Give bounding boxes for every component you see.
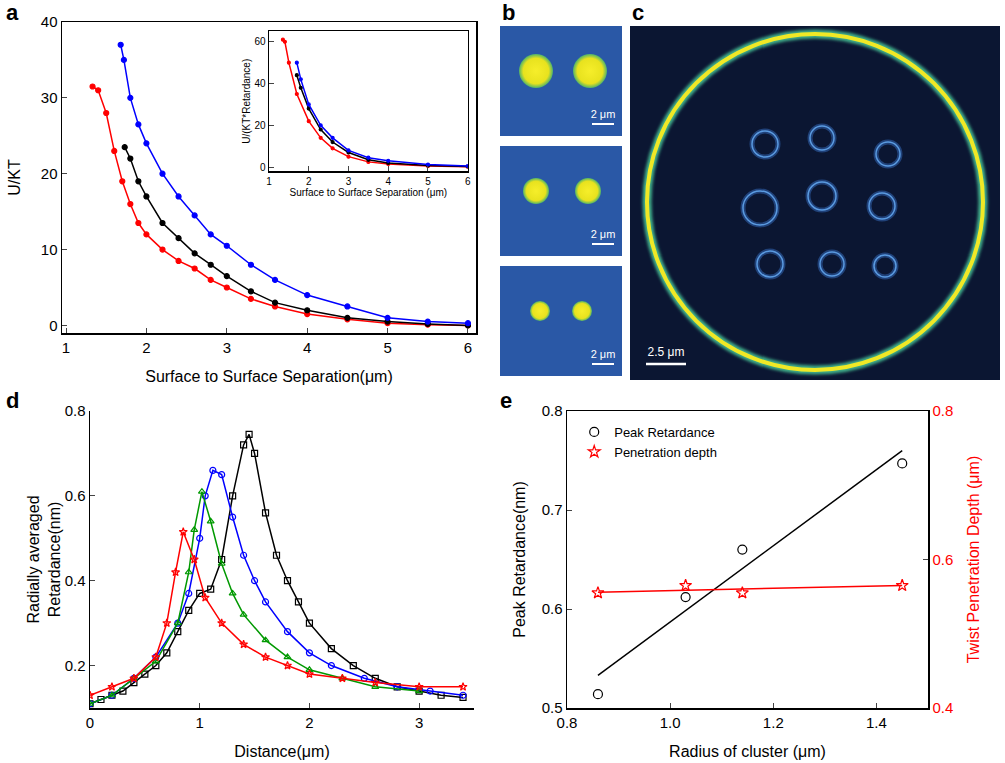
svg-text:0.6: 0.6 bbox=[65, 487, 86, 504]
svg-text:0.7: 0.7 bbox=[542, 501, 563, 518]
svg-text:0: 0 bbox=[49, 317, 57, 334]
svg-text:U/(KT*Retardance): U/(KT*Retardance) bbox=[241, 59, 252, 144]
html-text:b: b bbox=[502, 0, 516, 25]
svg-text:2: 2 bbox=[306, 176, 312, 187]
svg-text:2.5 μm: 2.5 μm bbox=[648, 345, 685, 359]
svg-text:1: 1 bbox=[62, 339, 70, 356]
svg-text:2 μm: 2 μm bbox=[591, 228, 616, 240]
svg-text:0.6: 0.6 bbox=[542, 600, 563, 617]
svg-text:0.4: 0.4 bbox=[65, 572, 86, 589]
html-text:d: d bbox=[6, 388, 20, 413]
svg-text:Peak Retardance: Peak Retardance bbox=[614, 425, 714, 440]
svg-text:6: 6 bbox=[465, 176, 471, 187]
svg-text:Radially averagedRetardance(nm: Radially averagedRetardance(nm) bbox=[25, 495, 63, 623]
svg-text:3: 3 bbox=[223, 339, 231, 356]
svg-text:4: 4 bbox=[303, 339, 311, 356]
svg-text:20: 20 bbox=[254, 120, 266, 131]
svg-text:0: 0 bbox=[260, 162, 266, 173]
svg-text:Peak Retardance(nm): Peak Retardance(nm) bbox=[511, 481, 528, 638]
svg-text:1.0: 1.0 bbox=[660, 714, 681, 731]
svg-text:Distance(μm): Distance(μm) bbox=[234, 743, 329, 760]
svg-text:0.2: 0.2 bbox=[65, 657, 86, 674]
svg-text:5: 5 bbox=[383, 339, 391, 356]
svg-text:2 μm: 2 μm bbox=[591, 348, 616, 360]
svg-text:0.6: 0.6 bbox=[933, 551, 954, 568]
svg-text:0: 0 bbox=[86, 714, 94, 731]
svg-text:2 μm: 2 μm bbox=[591, 108, 616, 120]
svg-text:3: 3 bbox=[415, 714, 423, 731]
svg-text:4: 4 bbox=[385, 176, 391, 187]
html-text:e: e bbox=[500, 388, 513, 413]
svg-text:Surface to Surface Separation(: Surface to Surface Separation(μm) bbox=[145, 368, 393, 385]
svg-text:Twist Penetration Depth (μm): Twist Penetration Depth (μm) bbox=[965, 456, 982, 664]
svg-text:60: 60 bbox=[254, 36, 266, 47]
svg-text:0.4: 0.4 bbox=[933, 699, 954, 716]
svg-text:1: 1 bbox=[196, 714, 204, 731]
svg-text:2: 2 bbox=[305, 714, 313, 731]
svg-text:40: 40 bbox=[254, 78, 266, 89]
svg-text:6: 6 bbox=[464, 339, 472, 356]
svg-text:3: 3 bbox=[346, 176, 352, 187]
html-text:a: a bbox=[6, 0, 19, 25]
svg-text:1: 1 bbox=[266, 176, 272, 187]
svg-text:0.8: 0.8 bbox=[542, 402, 563, 419]
svg-text:20: 20 bbox=[41, 165, 58, 182]
svg-text:2: 2 bbox=[142, 339, 150, 356]
svg-text:0.8: 0.8 bbox=[65, 402, 86, 419]
svg-text:U/KT: U/KT bbox=[6, 159, 23, 196]
svg-text:Penetration depth: Penetration depth bbox=[614, 445, 717, 460]
svg-text:1.2: 1.2 bbox=[763, 714, 784, 731]
svg-text:Radius of cluster (μm): Radius of cluster (μm) bbox=[669, 743, 826, 760]
svg-text:0.8: 0.8 bbox=[557, 714, 578, 731]
svg-text:30: 30 bbox=[41, 89, 58, 106]
html-text:c: c bbox=[632, 0, 645, 25]
svg-text:1.4: 1.4 bbox=[866, 714, 887, 731]
svg-text:5: 5 bbox=[425, 176, 431, 187]
svg-text:40: 40 bbox=[41, 13, 58, 30]
svg-text:0.8: 0.8 bbox=[933, 402, 954, 419]
svg-text:Surface to Surface Separation: Surface to Surface Separation (μm) bbox=[290, 187, 448, 198]
svg-text:10: 10 bbox=[41, 241, 58, 258]
svg-text:0.5: 0.5 bbox=[542, 699, 563, 716]
